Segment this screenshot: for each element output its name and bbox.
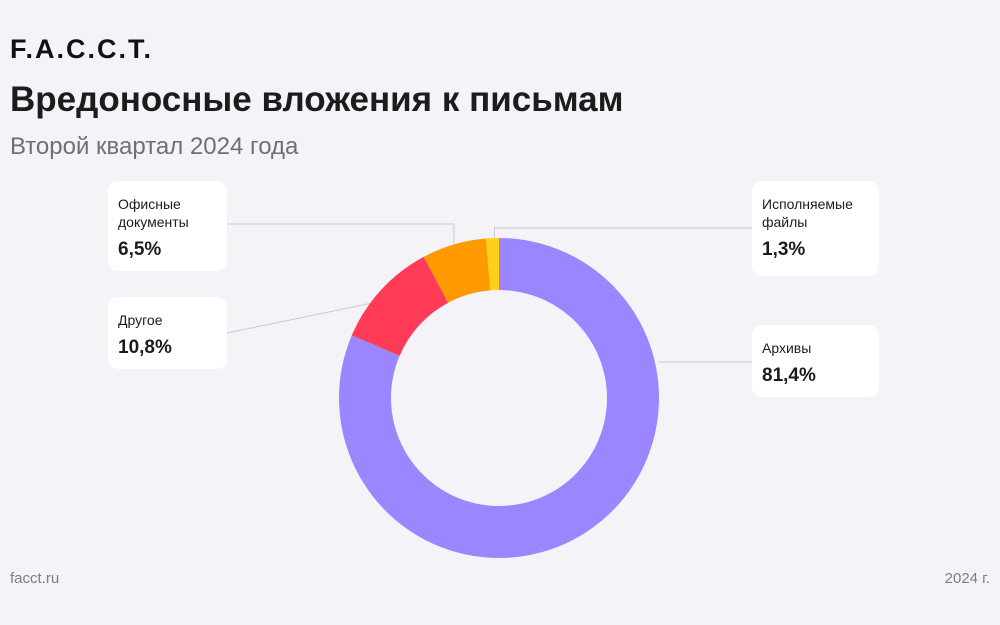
label-archives-name: Архивы: [762, 340, 812, 356]
slice-archives: [339, 238, 659, 559]
slice-executables: [485, 238, 499, 291]
chart-subtitle: Второй квартал 2024 года: [10, 133, 299, 160]
leader-office-docs: [227, 223, 455, 255]
label-card-office-docs: Офисные документы 6,5%: [108, 181, 227, 271]
label-office-docs-name: Офисные документы: [118, 196, 189, 230]
label-other-name: Другое: [118, 312, 163, 328]
label-archives-value: 81,4%: [762, 365, 816, 386]
footer-site: facct.ru: [10, 570, 60, 587]
label-executables-name: Исполняемые файлы: [762, 196, 853, 230]
facct-logo: F.A.C.C.T.: [10, 34, 154, 64]
label-other-value: 10,8%: [118, 337, 172, 358]
label-office-docs-value: 6,5%: [118, 239, 162, 260]
leader-other: [226, 299, 388, 334]
label-executables-value: 1,3%: [762, 239, 806, 260]
label-card-executables: Исполняемые файлы 1,3%: [752, 181, 879, 276]
slice-other: [351, 256, 449, 356]
slice-office-docs: [423, 238, 491, 303]
footer-year: 2024 г.: [944, 570, 990, 587]
label-card-archives: Архивы 81,4%: [752, 325, 879, 397]
leader-executables: [493, 227, 752, 239]
chart-title: Вредоносные вложения к письмам: [10, 80, 624, 119]
label-card-other: Другое 10,8%: [108, 297, 227, 369]
